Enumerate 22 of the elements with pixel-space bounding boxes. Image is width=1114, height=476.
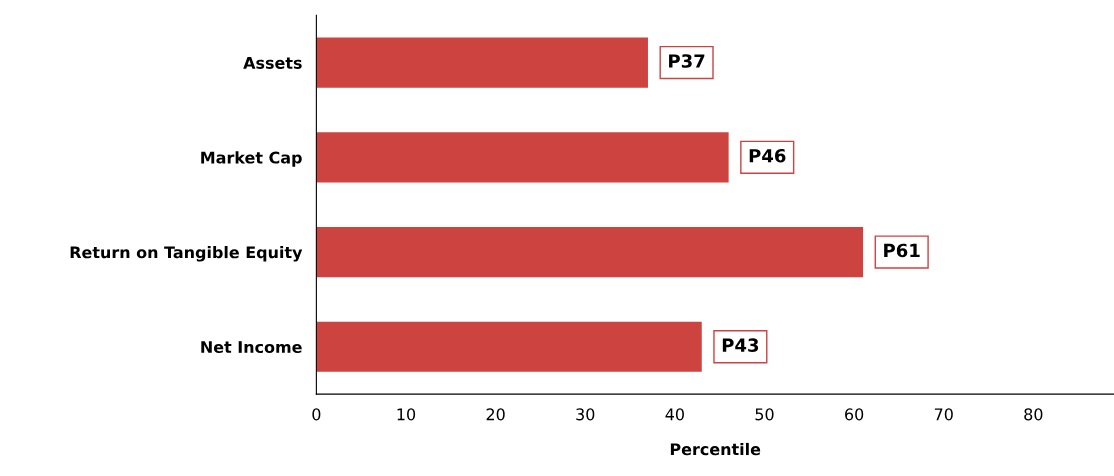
x-tick-label: 10 xyxy=(397,408,416,421)
data-label: P61 xyxy=(884,243,920,258)
x-tick-label: 50 xyxy=(755,408,774,421)
x-tick-label: 30 xyxy=(576,408,595,421)
bar xyxy=(316,132,729,183)
data-label: P37 xyxy=(669,54,705,68)
data-label: P43 xyxy=(722,338,759,352)
x-tick-label: 0 xyxy=(312,408,321,421)
x-axis-title: Percentile xyxy=(670,442,761,456)
bar xyxy=(316,321,702,372)
x-tick-label: 20 xyxy=(486,408,505,421)
y-tick-label: Return on Tangible Equity xyxy=(70,245,303,262)
bar xyxy=(316,37,648,88)
x-tick-label: 70 xyxy=(934,408,953,421)
bar xyxy=(316,226,864,278)
y-tick-label: Assets xyxy=(243,57,302,69)
y-tick-label: Net Income xyxy=(201,341,302,354)
x-tick-label: 80 xyxy=(1024,408,1043,421)
x-tick-label: 60 xyxy=(845,408,864,421)
y-tick-label: Market Cap xyxy=(201,151,302,167)
data-label: P46 xyxy=(749,148,786,163)
x-tick-label: 40 xyxy=(665,408,684,421)
